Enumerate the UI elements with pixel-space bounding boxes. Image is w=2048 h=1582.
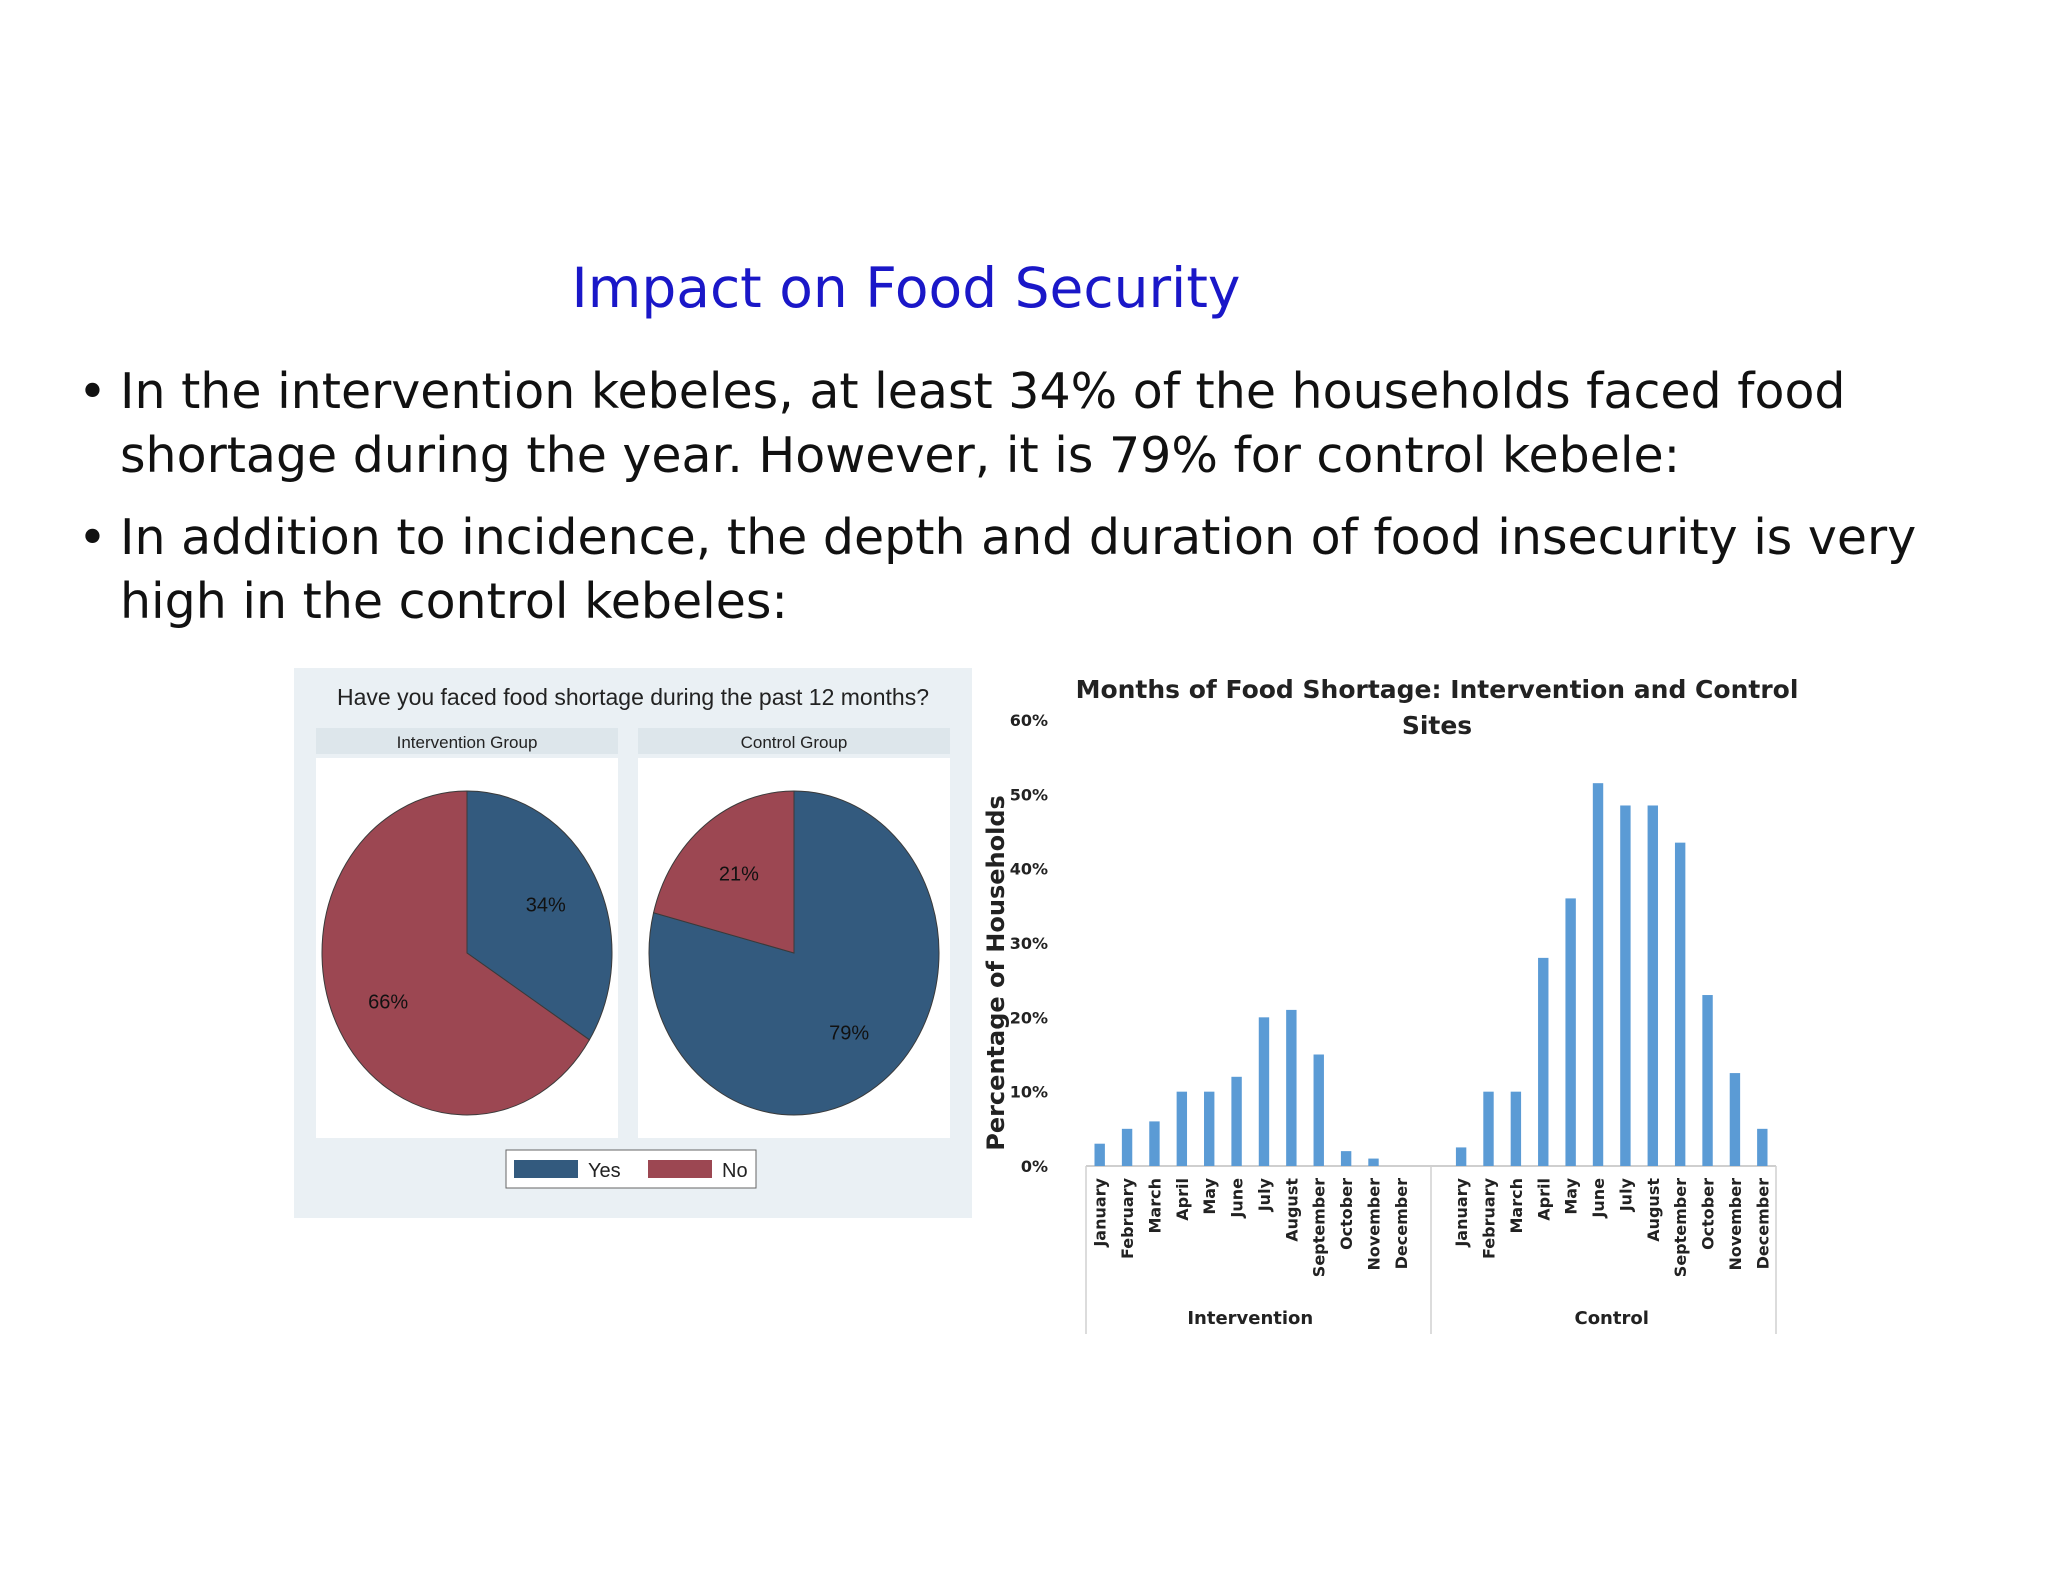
bar-chart-panel: Months of Food Shortage: Intervention an… (980, 668, 1800, 1348)
bullet-dot: • (78, 509, 107, 566)
bar-control-december (1757, 1128, 1768, 1166)
bar-control-june (1592, 783, 1604, 1166)
panel-label-intervention: Intervention Group (397, 733, 538, 752)
x-tick-label: April (1173, 1178, 1192, 1221)
group-label-intervention: Intervention (1187, 1308, 1313, 1329)
pie-slice-no (652, 790, 795, 954)
group-label-control: Control (1574, 1308, 1648, 1329)
x-tick-label: January (1091, 1177, 1110, 1247)
bar-intervention-october (1340, 1151, 1352, 1166)
bar-intervention-june (1231, 1076, 1242, 1166)
y-tick-label: 40% (1010, 860, 1048, 879)
x-tick-label: May (1562, 1177, 1581, 1214)
bullet-text: In addition to incidence, the depth and … (120, 509, 1917, 630)
bar-intervention-july (1258, 1017, 1270, 1166)
bar-intervention-november (1368, 1158, 1379, 1166)
bar-intervention-february (1121, 1128, 1133, 1166)
panel-label-control: Control Group (741, 733, 848, 752)
y-tick-label: 30% (1010, 934, 1048, 953)
y-tick-label: 10% (1010, 1083, 1048, 1102)
pie-chart: Have you faced food shortage during the … (294, 668, 972, 1218)
bar-chart: Months of Food Shortage: Intervention an… (982, 675, 1799, 1334)
x-tick-label: December (1392, 1178, 1411, 1269)
x-tick-label: March (1146, 1178, 1165, 1233)
bar-control-february (1483, 1091, 1494, 1166)
pie-slice-label: 66% (368, 991, 408, 1013)
bullet-text: In the intervention kebeles, at least 34… (120, 363, 1846, 484)
bar-control-august (1647, 805, 1658, 1166)
panel-strip-control (638, 728, 950, 754)
x-tick-label: October (1699, 1178, 1718, 1250)
x-tick-label: May (1200, 1177, 1219, 1214)
x-tick-label: January (1452, 1177, 1471, 1247)
x-tick-label: August (1644, 1178, 1663, 1242)
legend-swatch-yes (514, 1160, 578, 1178)
bar-control-may (1565, 898, 1576, 1166)
bullet-dot: • (78, 363, 107, 420)
x-tick-label: August (1282, 1178, 1301, 1242)
legend-label-yes: Yes (588, 1160, 621, 1182)
x-tick-label: November (1365, 1178, 1384, 1271)
bar-intervention-september (1313, 1054, 1324, 1166)
x-tick-label: June (1228, 1178, 1247, 1219)
y-axis-label: Percentage of Households (982, 795, 1010, 1151)
bar-intervention-august (1286, 1009, 1297, 1166)
bar-intervention-may (1204, 1091, 1215, 1166)
bar-control-march (1510, 1091, 1522, 1166)
x-tick-label: December (1753, 1178, 1772, 1269)
bar-control-september (1674, 842, 1686, 1166)
x-tick-label: November (1726, 1178, 1745, 1271)
bar-control-october (1702, 995, 1713, 1166)
pie-slice-label: 34% (526, 895, 566, 917)
pie-slice-no (321, 790, 591, 1116)
legend-label-no: No (722, 1160, 748, 1182)
bullet-list: • In the intervention kebeles, at least … (78, 360, 2028, 652)
bar-control-november (1729, 1073, 1741, 1166)
slide-title: Impact on Food Security (571, 256, 1241, 320)
x-tick-label: September (1310, 1178, 1329, 1277)
bar-control-january (1455, 1147, 1467, 1166)
pie-slice-label: 79% (829, 1022, 869, 1044)
bar-intervention-april (1176, 1091, 1188, 1166)
x-tick-label: July (1255, 1177, 1274, 1212)
bar-intervention-january (1094, 1143, 1105, 1166)
bar-intervention-march (1149, 1121, 1160, 1166)
x-tick-label: April (1534, 1178, 1553, 1221)
x-tick-label: February (1480, 1177, 1499, 1259)
legend-swatch-no (648, 1160, 712, 1178)
y-tick-label: 50% (1010, 785, 1048, 804)
bullet-item: • In the intervention kebeles, at least … (78, 360, 2028, 488)
bar-control-july (1620, 805, 1631, 1166)
pie-chart-panel: Have you faced food shortage during the … (294, 668, 972, 1218)
bar-control-april (1538, 957, 1549, 1166)
x-tick-label: September (1671, 1178, 1690, 1277)
bullet-item: • In addition to incidence, the depth an… (78, 506, 2028, 634)
x-tick-label: October (1337, 1178, 1356, 1250)
x-tick-label: February (1118, 1177, 1137, 1259)
pie-slice-yes (466, 790, 613, 1041)
bar-chart-title: Months of Food Shortage: Intervention an… (1076, 675, 1799, 740)
x-tick-label: June (1589, 1178, 1608, 1219)
pie-chart-title: Have you faced food shortage during the … (337, 684, 929, 710)
pie-slice-label: 21% (719, 864, 759, 886)
x-tick-label: July (1616, 1177, 1635, 1212)
panel-strip-intervention (316, 728, 618, 754)
y-tick-label: 60% (1010, 711, 1048, 730)
y-tick-label: 20% (1010, 1008, 1048, 1027)
y-tick-label: 0% (1021, 1157, 1048, 1176)
x-tick-label: March (1507, 1178, 1526, 1233)
